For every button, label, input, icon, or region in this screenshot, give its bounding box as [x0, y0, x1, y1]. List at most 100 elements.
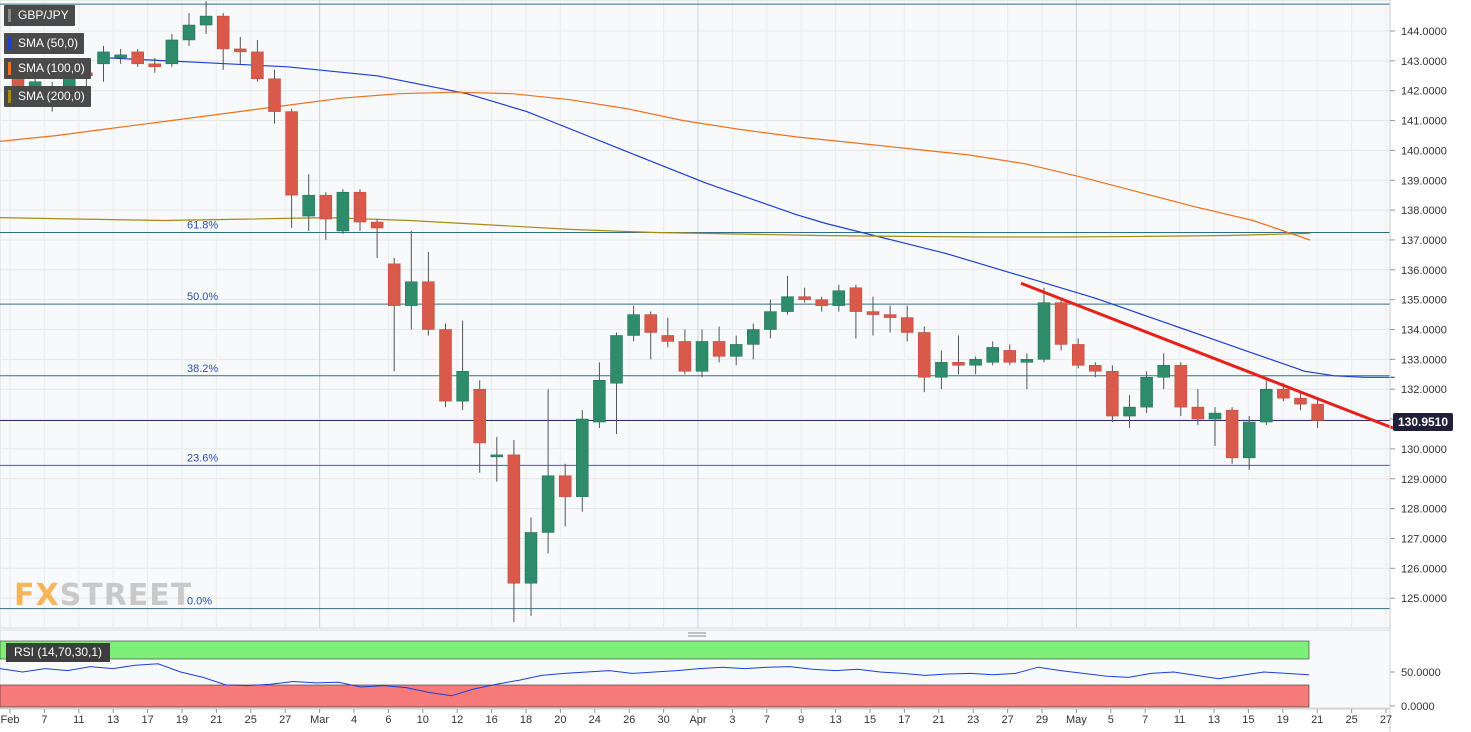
candle-bull	[1020, 359, 1034, 363]
y-tick-label: 136.0000	[1401, 265, 1447, 277]
x-tick-label: 16	[485, 714, 497, 726]
x-tick-label: 19	[176, 714, 188, 726]
x-tick-label: 7	[1142, 714, 1148, 726]
candle-bull	[490, 454, 504, 458]
x-tick-label: May	[1066, 714, 1087, 726]
fxstreet-logo: FXSTREET	[14, 578, 193, 613]
legend-sma50[interactable]: SMA (50,0)	[4, 33, 85, 54]
legend-sma100[interactable]: SMA (100,0)	[4, 58, 91, 79]
candle-bull	[456, 371, 469, 402]
x-tick-label: 25	[245, 714, 257, 726]
x-tick-label: 27	[279, 714, 291, 726]
legend-symbol: GBP/JPY	[4, 5, 75, 26]
x-tick-label: 30	[657, 714, 669, 726]
candle-bull	[729, 344, 743, 357]
x-tick-label: 5	[1108, 714, 1114, 726]
candlesticks	[11, 1, 1324, 623]
rsi-overbought-band	[0, 640, 1310, 660]
x-tick-label: 4	[351, 714, 357, 726]
candle-bull	[97, 51, 110, 65]
x-tick-label: 21	[1311, 714, 1323, 726]
sma200-line	[0, 216, 1311, 238]
candle-bull	[593, 379, 606, 423]
x-tick-label: 13	[107, 714, 119, 726]
candle-bull	[747, 329, 760, 345]
candle-bear	[131, 51, 144, 65]
candle-bull	[524, 532, 538, 584]
candle-bull	[695, 341, 709, 372]
rsi-line	[0, 663, 1310, 697]
x-tick-label: 19	[1277, 714, 1289, 726]
x-tick-label: 24	[589, 714, 601, 726]
candle-bear	[558, 475, 572, 497]
candle-bull	[199, 15, 213, 26]
x-tick-label: 17	[141, 714, 153, 726]
fib-label: 38.2%	[187, 363, 218, 375]
legend-symbol-text: GBP/JPY	[18, 8, 69, 22]
candle-bull	[1208, 412, 1222, 420]
rsi-tick-label: 50.0000	[1401, 667, 1441, 679]
sma100-line	[0, 91, 1311, 241]
candle-bear	[370, 221, 384, 229]
y-tick-label: 139.0000	[1401, 175, 1447, 187]
candle-bear	[319, 194, 333, 220]
candle-bear	[1191, 406, 1205, 420]
x-tick-label: 23	[967, 714, 979, 726]
candle-bear	[1054, 302, 1068, 345]
candle-bull	[182, 24, 196, 41]
candle-bear	[712, 341, 726, 357]
fib-label: 23.6%	[187, 452, 218, 464]
candle-bear	[1277, 388, 1290, 399]
candle-bear	[1003, 350, 1017, 363]
y-tick-label: 142.0000	[1401, 86, 1447, 98]
downtrend-line	[1020, 281, 1394, 430]
x-tick-label: 3	[729, 714, 735, 726]
rsi-label[interactable]: RSI (14,70,30,1)	[6, 643, 111, 662]
candle-bull	[764, 311, 777, 330]
y-tick-label: 141.0000	[1401, 116, 1447, 128]
candle-bear	[507, 454, 521, 584]
candle-bull	[781, 296, 794, 312]
y-tick-label: 137.0000	[1401, 235, 1447, 247]
x-tick-label: 21	[210, 714, 222, 726]
candle-bear	[473, 388, 486, 444]
candle-bear	[216, 15, 230, 50]
x-tick-label: 13	[1208, 714, 1220, 726]
x-tick-label: 18	[520, 714, 532, 726]
candle-bear	[678, 341, 692, 372]
candle-bear	[422, 281, 435, 330]
candle-bear	[148, 63, 162, 68]
x-tick-label: 29	[1036, 714, 1048, 726]
trendline	[1020, 281, 1394, 430]
candle-bull	[1123, 406, 1136, 417]
candle-bear	[661, 335, 675, 342]
y-tick-label: 128.0000	[1401, 504, 1447, 516]
x-tick-label: 25	[1345, 714, 1357, 726]
y-tick-label: 133.0000	[1401, 354, 1447, 366]
candle-bear	[866, 311, 880, 315]
candle-bull	[935, 362, 948, 378]
x-tick-label: 12	[451, 714, 463, 726]
candle-bull	[405, 281, 418, 306]
sma50-line	[107, 57, 1395, 378]
candle-bull	[610, 335, 623, 384]
candle-bull	[576, 418, 589, 497]
x-tick-label: 27	[1001, 714, 1013, 726]
y-tick-label: 127.0000	[1401, 533, 1447, 545]
candle-bull	[541, 475, 555, 533]
candle-bull	[1260, 388, 1273, 423]
date-axis: Feb 7 11 13 17 19 21 25 27 Mar 4 6 10 12 16 18 20 24 26 30 A…	[0, 708, 1392, 726]
candle-bull	[969, 359, 982, 366]
candle-bull	[832, 290, 846, 306]
rsi-tick-label: 0.0000	[1401, 701, 1435, 713]
fib-label: 0.0%	[187, 596, 212, 608]
legend-sma200[interactable]: SMA (200,0)	[4, 86, 91, 107]
candle-bull	[165, 39, 179, 65]
price-grid	[0, 0, 1391, 629]
price-axis: 144.0000 143.0000 142.0000 141.0000 140.0000…	[1389, 0, 1447, 732]
y-tick-label: 132.0000	[1401, 384, 1447, 396]
x-tick-label: 11	[1174, 714, 1185, 726]
x-tick-label: Mar	[310, 714, 329, 726]
moving-averages	[0, 57, 1395, 378]
